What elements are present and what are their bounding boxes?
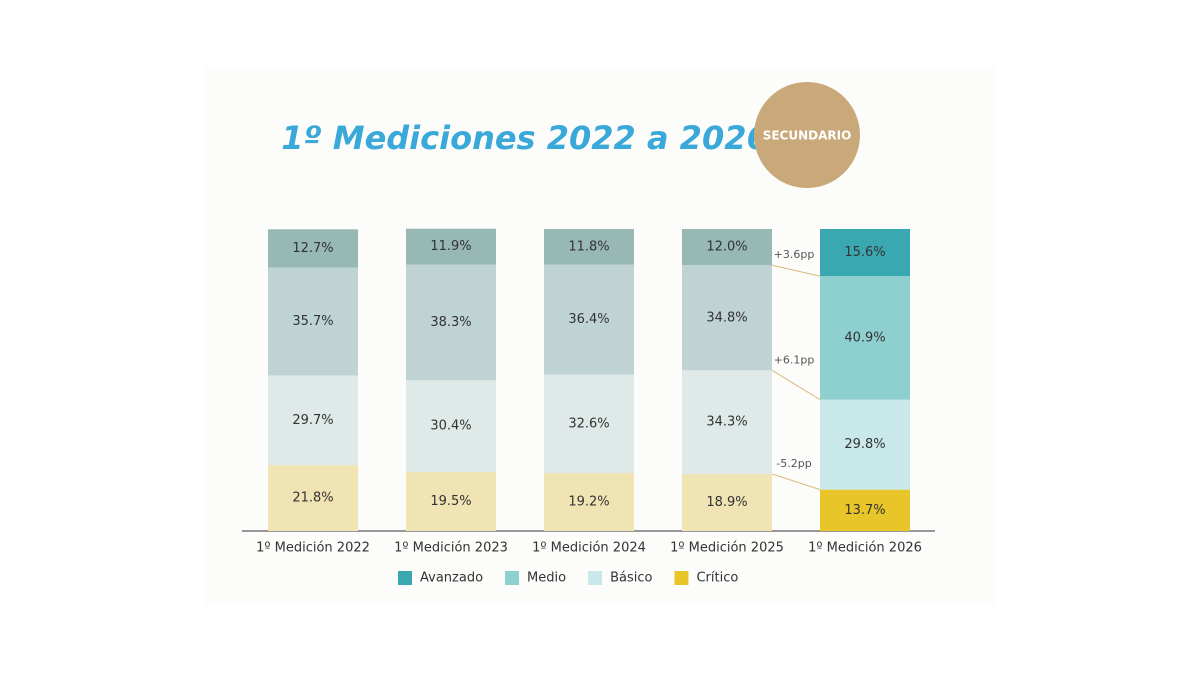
bar-segment	[820, 276, 910, 400]
x-tick-label: 1º Medición 2022	[256, 541, 370, 556]
bar-segment	[406, 380, 496, 473]
legend-label: Crítico	[696, 571, 738, 586]
bar-segment	[544, 229, 634, 265]
bar-segment	[682, 370, 772, 474]
value-label: 36.4%	[568, 312, 609, 327]
value-label: 35.7%	[292, 314, 333, 329]
value-label: 15.6%	[844, 245, 885, 260]
bar-segment	[406, 264, 496, 381]
annotation: +3.6pp	[774, 248, 815, 261]
bar-segment	[544, 264, 634, 375]
bar-segment	[682, 265, 772, 371]
value-label: 38.3%	[430, 315, 471, 330]
value-label: 19.2%	[568, 495, 609, 510]
bar-segment	[682, 229, 772, 266]
legend-label: Medio	[527, 571, 566, 586]
annotation: -5.2pp	[776, 457, 811, 470]
annotation: +6.1pp	[774, 353, 815, 366]
connector	[771, 264, 821, 277]
bar-segment	[820, 489, 910, 531]
value-label: 30.4%	[430, 419, 471, 434]
bar-segment	[682, 473, 772, 531]
value-label: 32.6%	[568, 416, 609, 431]
bar-segment	[268, 267, 358, 376]
value-label: 13.7%	[844, 503, 885, 518]
x-tick-label: 1º Medición 2026	[808, 541, 922, 556]
x-tick-label: 1º Medición 2023	[394, 541, 508, 556]
bar-segment	[820, 399, 910, 490]
legend-swatch	[505, 571, 520, 585]
value-label: 40.9%	[844, 330, 885, 345]
x-tick-label: 1º Medición 2024	[532, 541, 646, 556]
bar-segment	[268, 375, 358, 466]
badge	[754, 82, 860, 188]
bar-segment	[406, 472, 496, 531]
bar-segment	[544, 374, 634, 474]
legend-label: Avanzado	[420, 571, 483, 586]
legend-swatch	[588, 571, 603, 585]
legend-swatch	[398, 571, 412, 585]
value-label: 29.7%	[292, 413, 333, 428]
chart-title: 1º Mediciones 2022 a 2026	[281, 119, 768, 157]
bar-segment	[268, 229, 358, 268]
value-label: 12.7%	[292, 241, 333, 256]
legend-label: Básico	[610, 571, 652, 586]
value-label: 29.8%	[844, 437, 885, 452]
value-label: 19.5%	[430, 494, 471, 509]
value-label: 11.8%	[568, 239, 609, 254]
badge-text: SECUNDARIO	[763, 129, 852, 143]
value-label: 21.8%	[292, 491, 333, 506]
bar-segment	[820, 229, 910, 277]
bar-segment	[406, 228, 496, 265]
legend-swatch	[674, 571, 689, 585]
x-tick-label: 1º Medición 2025	[670, 541, 784, 556]
value-label: 18.9%	[706, 495, 747, 510]
connector	[771, 369, 821, 401]
bar-segment	[544, 473, 634, 531]
value-label: 34.8%	[706, 310, 747, 325]
bar-segment	[268, 465, 358, 531]
value-label: 34.3%	[706, 415, 747, 430]
value-label: 11.9%	[430, 239, 471, 254]
connector	[771, 473, 821, 491]
value-label: 12.0%	[706, 240, 747, 255]
